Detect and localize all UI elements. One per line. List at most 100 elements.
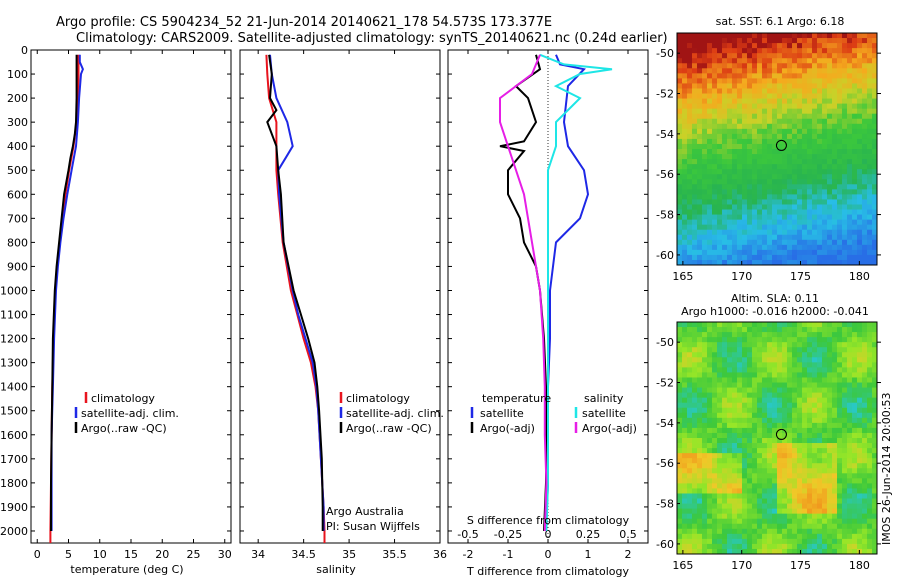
heatmap-cell [747, 533, 753, 540]
heatmap-cell [812, 352, 818, 358]
heatmap-cell [837, 159, 843, 165]
heatmap-cell [742, 518, 748, 525]
heatmap-cell [867, 377, 873, 383]
heatmap-cell [677, 224, 683, 231]
heatmap-cell [807, 543, 813, 550]
heatmap-cell [747, 518, 753, 525]
heatmap-cell [802, 392, 808, 399]
heatmap-cell [807, 83, 813, 89]
heatmap-cell [857, 387, 863, 394]
heatmap-cell [832, 432, 838, 439]
heatmap-cell [737, 118, 743, 125]
heatmap-cell [682, 224, 688, 231]
heatmap-cell [692, 118, 698, 125]
heatmap-cell [687, 58, 693, 64]
heatmap-cell [687, 209, 693, 215]
heatmap-cell [797, 98, 803, 105]
heatmap-cell [862, 463, 868, 469]
heatmap-cell [757, 73, 763, 79]
heatmap-cell [802, 73, 808, 79]
heatmap-cell [782, 33, 788, 39]
heatmap-cell [722, 458, 728, 464]
heatmap-cell [682, 98, 688, 105]
heatmap-cell [792, 422, 798, 429]
heatmap-cell [677, 523, 683, 530]
heatmap-cell [837, 448, 843, 454]
heatmap-cell [682, 548, 688, 555]
heatmap-cell [732, 43, 738, 49]
heatmap-cell [707, 332, 713, 338]
heatmap-cell [677, 382, 683, 388]
heatmap-cell [867, 402, 873, 409]
heatmap-cell [797, 427, 803, 434]
heatmap-cell [822, 443, 828, 449]
heatmap-cell [777, 488, 783, 494]
heatmap-cell [737, 528, 743, 535]
heatmap-cell [862, 229, 868, 236]
heatmap-cell [857, 438, 863, 444]
heatmap-cell [827, 352, 833, 358]
heatmap-cell [827, 548, 833, 555]
heatmap-cell [812, 543, 818, 550]
heatmap-cell [857, 458, 863, 464]
heatmap-cell [782, 503, 788, 510]
heatmap-cell [807, 239, 813, 246]
heatmap-cell [702, 234, 708, 241]
heatmap-cell [847, 488, 853, 494]
heatmap-cell [797, 149, 803, 155]
heatmap-cell [692, 453, 698, 459]
heatmap-cell [827, 523, 833, 530]
heatmap-cell [862, 332, 868, 338]
heatmap-cell [752, 488, 758, 494]
heatmap-cell [737, 194, 743, 200]
heatmap-cell [827, 83, 833, 89]
heatmap-cell [682, 184, 688, 190]
heatmap-cell [747, 473, 753, 479]
heatmap-cell [737, 169, 743, 175]
heatmap-cell [737, 189, 743, 195]
heatmap-cell [727, 154, 733, 160]
heatmap-cell [717, 417, 723, 424]
heatmap-cell [832, 123, 838, 130]
s-tick-label: -0.25 [494, 528, 522, 541]
heatmap-cell [677, 407, 683, 414]
heatmap-cell [797, 347, 803, 353]
heatmap-cell [842, 463, 848, 469]
heatmap-cell [782, 229, 788, 236]
heatmap-cell [792, 128, 798, 135]
heatmap-cell [687, 503, 693, 510]
heatmap-cell [822, 342, 828, 348]
depth-tick-label: 200 [7, 92, 28, 105]
heatmap-cell [872, 468, 878, 474]
heatmap-cell [677, 453, 683, 459]
heatmap-cell [727, 53, 733, 59]
heatmap-cell [687, 342, 693, 348]
heatmap-cell [827, 397, 833, 404]
heatmap-cell [872, 533, 878, 540]
heatmap-cell [867, 83, 873, 89]
heatmap-cell [857, 73, 863, 79]
legend-label-satellite-adj: satellite-adj. clim. [346, 407, 444, 420]
heatmap-cell [727, 68, 733, 74]
heatmap-cell [832, 342, 838, 348]
depth-tick-label: 1000 [0, 284, 28, 297]
heatmap-cell [692, 78, 698, 84]
heatmap-cell [777, 204, 783, 210]
heatmap-cell [842, 209, 848, 215]
heatmap-cell [737, 179, 743, 185]
heatmap-cell [767, 113, 773, 120]
heatmap-cell [837, 432, 843, 439]
heatmap-cell [832, 48, 838, 54]
heatmap-cell [752, 138, 758, 145]
heatmap-cell [852, 443, 858, 449]
heatmap-cell [772, 239, 778, 246]
heatmap-cell [817, 427, 823, 434]
heatmap-cell [742, 392, 748, 399]
heatmap-cell [842, 533, 848, 540]
heatmap-cell [832, 493, 838, 499]
heatmap-cell [762, 448, 768, 454]
heatmap-cell [717, 143, 723, 150]
temperature-xlabel: temperature (deg C) [70, 563, 183, 576]
heatmap-cell [792, 438, 798, 444]
heatmap-cell [832, 548, 838, 555]
